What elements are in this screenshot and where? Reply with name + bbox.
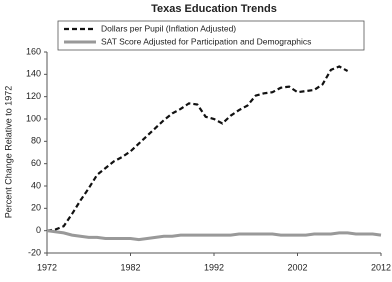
y-tick-label: 160 xyxy=(26,46,41,56)
y-tick-label: 60 xyxy=(31,158,41,168)
y-tick-label: 20 xyxy=(31,203,41,213)
chart-title: Texas Education Trends xyxy=(151,3,277,15)
y-axis-label: Percent Change Relative to 1972 xyxy=(3,86,13,219)
y-tick-label: 0 xyxy=(36,225,41,235)
legend-label: SAT Score Adjusted for Participation and… xyxy=(101,36,311,46)
series-line xyxy=(46,65,349,232)
x-tick-label: 1972 xyxy=(37,262,57,272)
legend-label: Dollars per Pupil (Inflation Adjusted) xyxy=(101,23,236,33)
series-line xyxy=(46,229,382,242)
x-tick-label: 2012 xyxy=(371,262,391,272)
y-tick-label: -20 xyxy=(28,247,41,257)
x-tick-label: 1992 xyxy=(204,262,224,272)
y-tick-label: 40 xyxy=(31,180,41,190)
x-tick-label: 1982 xyxy=(120,262,140,272)
legend-box xyxy=(57,20,365,51)
y-tick-label: 80 xyxy=(31,136,41,146)
y-tick-label: 140 xyxy=(26,69,41,79)
y-tick-label: 120 xyxy=(26,91,41,101)
y-tick-label: 100 xyxy=(26,113,41,123)
x-tick-label: 2002 xyxy=(287,262,307,272)
